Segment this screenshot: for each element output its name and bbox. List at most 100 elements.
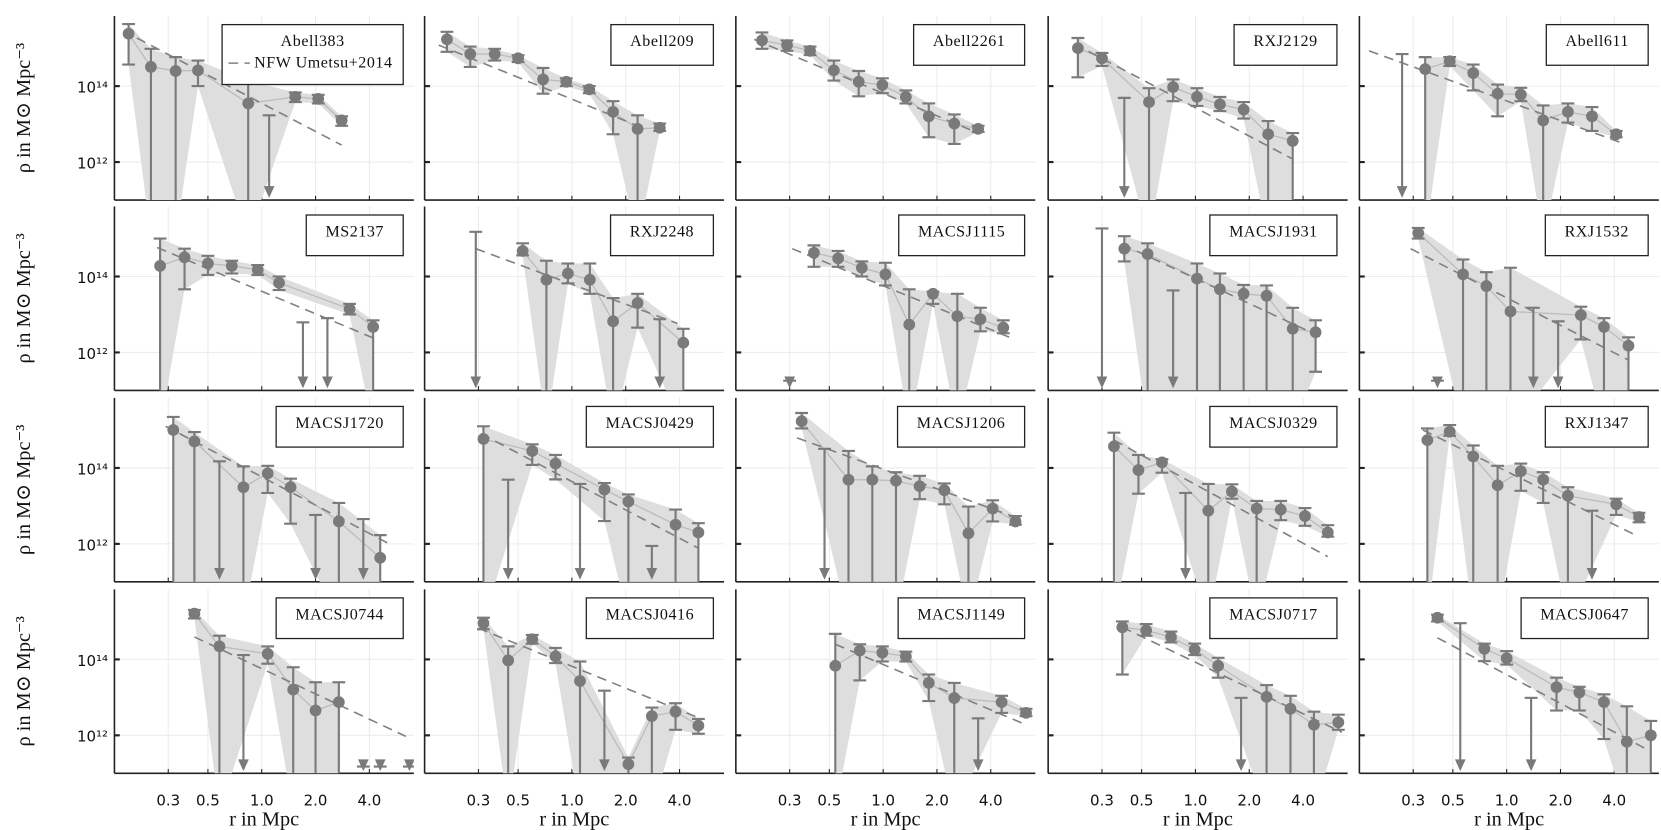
data-point [1226,485,1238,498]
data [438,30,667,201]
error-band [1077,38,1293,201]
data-point [516,245,529,257]
limit-arrow [1096,376,1108,389]
data-point [343,303,356,315]
upper-limit [213,460,226,580]
panel: MACSJ1115 [735,206,1036,392]
upper-limit [237,653,250,772]
error-band [483,426,699,582]
data-point [1286,322,1299,335]
legend-box [305,214,404,257]
upper-limit [1117,96,1131,198]
data-point [829,659,842,672]
panel-title: MACSJ1206 [917,415,1006,432]
data-point [804,44,816,57]
error-bar [1491,464,1505,582]
legend: Abell2261 [912,23,1026,66]
error-band [1418,227,1629,391]
data-point [607,105,619,118]
upper-limit [262,114,276,198]
data-point [1491,479,1504,492]
data-point [441,33,453,46]
data-point [631,297,644,309]
limit-arrow [1396,186,1408,198]
data-point [913,480,926,493]
error-bar [1284,694,1297,774]
error-bar [1250,499,1264,582]
legend-box [585,405,715,448]
error-bar [631,114,644,201]
data-point [237,481,250,494]
data-point [1574,309,1587,322]
legend-box [609,214,715,257]
error-bar [1456,258,1470,391]
legend-box [1544,214,1649,257]
x-tick-label: 0.5 [506,791,530,809]
upper-limit [1234,696,1248,772]
data-point [1156,456,1168,469]
data-point [986,502,999,515]
upper-limit [597,689,611,772]
panel: Abell611 [1358,16,1659,201]
nfw-line [156,246,376,340]
limit-arrow [357,567,369,580]
error-band [483,617,699,774]
data-point [1586,110,1598,123]
nfw-line [1121,626,1343,734]
data-point [922,110,935,123]
data [469,230,690,391]
panel-title: MACSJ1149 [917,606,1005,623]
data [477,425,705,582]
error-bar [144,47,158,201]
data-point [598,483,611,496]
data-point [261,467,274,480]
limit-arrow [1454,759,1466,772]
legend: MACSJ1720 [275,405,404,448]
panel: MACSJ1206 [735,397,1036,583]
data-point [1214,98,1226,111]
legend: MACSJ1149 [897,597,1026,640]
data-point [677,336,690,349]
data-point [899,650,912,663]
data-point [1260,289,1273,302]
data-point [526,445,539,457]
panel-title: Abell611 [1566,33,1629,50]
data-point [1573,686,1586,699]
data-point [962,527,975,540]
upper-limit [1585,509,1599,580]
data [1115,620,1345,774]
legend-box [221,23,404,86]
x-tick-label: 1.0 [1184,791,1208,809]
data-point [188,607,201,620]
data-point [1260,690,1273,703]
panel-title: MACSJ1115 [918,223,1005,240]
error-bar [539,259,553,391]
x-tick-label: 0.5 [817,791,841,809]
x-axis-label: r in Mpc [539,809,609,830]
data-point [167,424,180,436]
error-bar [1504,266,1517,391]
error-bar [1479,271,1493,391]
panel: RXJ1532 [1358,206,1659,392]
data-point [1321,526,1334,539]
legend: Abell383 NFW Umetsu+2014 [221,23,404,86]
error-bar [501,645,515,774]
data-point [1237,103,1250,116]
limit-arrow [470,376,482,389]
data-point [1141,248,1154,260]
data-point [1537,114,1550,127]
data-point [853,644,866,657]
panel: 0.3 0.5 1.0 2.0 4.0 10¹² 10¹⁴ r in Mpc ρ in M⊙ M… [13,589,414,830]
profile-line [1124,248,1316,333]
data [783,244,1010,391]
y-tick-label: 10¹⁴ [77,79,108,97]
data-point [842,473,855,486]
data-point [583,83,596,96]
panel-title: RXJ1532 [1565,223,1629,240]
y-tick-label: 10¹⁴ [77,269,108,287]
data-point [309,704,322,717]
legend: MACSJ1115 [898,214,1026,257]
data-point [1478,642,1491,655]
data-point [1514,88,1527,101]
upper-limit [1166,289,1180,389]
